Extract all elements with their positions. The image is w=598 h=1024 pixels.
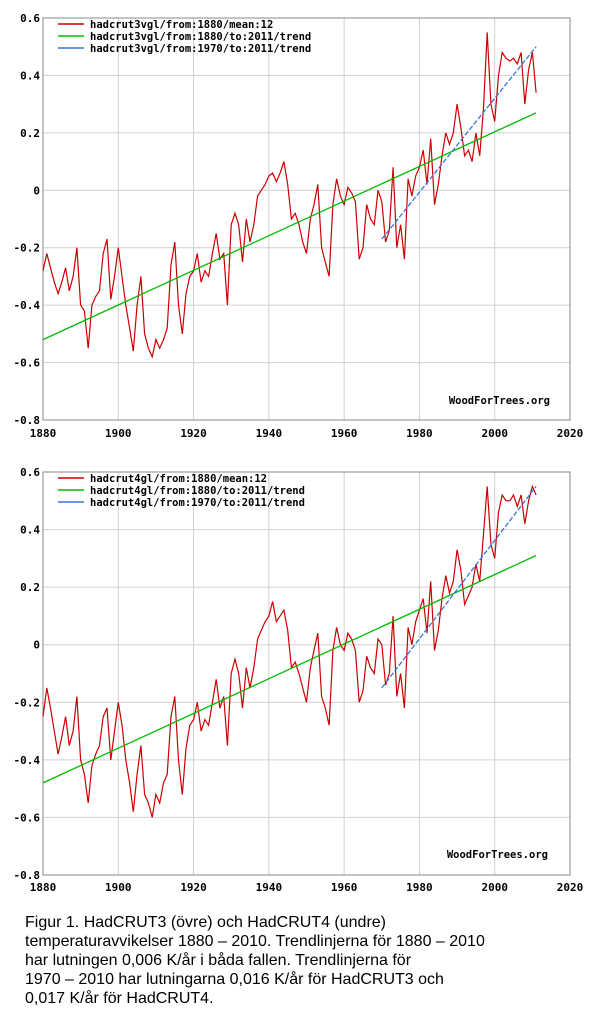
caption-line-3: har lutningen 0,006 K/år i båda fallen. … bbox=[25, 952, 412, 969]
y-tick-label: -0.6 bbox=[14, 357, 41, 370]
series-line-0 bbox=[42, 484, 537, 818]
series-line-1 bbox=[42, 112, 537, 341]
legend-label: hadcrut3vgl/from:1880/to:2011/trend bbox=[90, 31, 311, 43]
x-tick-label: 1960 bbox=[331, 881, 358, 894]
x-tick-label: 2020 bbox=[557, 427, 584, 440]
x-tick-label: 1900 bbox=[105, 881, 132, 894]
grid bbox=[42, 471, 571, 876]
legend-label: hadcrut3vgl/from:1970/to:2011/trend bbox=[90, 43, 311, 55]
series-line-2 bbox=[381, 46, 537, 240]
x-tick-label: 1940 bbox=[256, 427, 283, 440]
y-tick-label: 0.4 bbox=[20, 69, 40, 82]
series-line-1 bbox=[42, 554, 537, 784]
legend-label: hadcrut4gl/from:1970/to:2011/trend bbox=[90, 497, 305, 509]
y-tick-label: -0.2 bbox=[14, 696, 41, 709]
legend-label: hadcrut3vgl/from:1880/mean:12 bbox=[90, 19, 273, 31]
y-tick-label: 0 bbox=[33, 184, 40, 197]
y-tick-label: -0.4 bbox=[14, 299, 41, 312]
hadcrut3-chart-panel: 0.6 0.4 0.2 0 -0.2 -0.4 -0.6 -0.8 1880 1900 1920 19… bbox=[0, 0, 598, 450]
y-tick-label: -0.8 bbox=[14, 869, 41, 882]
series-line-0 bbox=[42, 32, 537, 359]
legend-label: hadcrut4gl/from:1880/mean:12 bbox=[90, 473, 267, 485]
x-tick-label: 1980 bbox=[406, 881, 433, 894]
x-tick-label: 2000 bbox=[481, 427, 508, 440]
y-tick-label: -0.8 bbox=[14, 414, 41, 427]
x-tick-label: 1940 bbox=[256, 881, 283, 894]
watermark: WoodForTrees.org bbox=[447, 849, 548, 861]
y-tick-label: 0.2 bbox=[20, 127, 40, 140]
y-tick-label: -0.2 bbox=[14, 242, 41, 255]
y-tick-label: 0 bbox=[33, 639, 40, 652]
y-tick-label: 0.6 bbox=[20, 466, 40, 479]
y-tick-label: 0.4 bbox=[20, 524, 40, 537]
x-tick-label: 2000 bbox=[481, 881, 508, 894]
x-tick-label: 1900 bbox=[105, 427, 132, 440]
caption-line-5: 0,017 K/år för HadCRUT4. bbox=[25, 990, 214, 1007]
caption-line-4: 1970 – 2010 har lutningarna 0,016 K/år f… bbox=[25, 971, 444, 988]
hadcrut4-chart-panel: 0.6 0.4 0.2 0 -0.2 -0.4 -0.6 -0.8 1880 1900 1920 19… bbox=[0, 455, 598, 905]
y-tick-label: -0.4 bbox=[14, 754, 41, 767]
x-tick-label: 1980 bbox=[406, 427, 433, 440]
plot-frame bbox=[42, 17, 571, 421]
x-tick-label: 1920 bbox=[180, 881, 207, 894]
x-tick-label: 1880 bbox=[30, 881, 57, 894]
x-tick-label: 1920 bbox=[180, 427, 207, 440]
caption-line-1: Figur 1. HadCRUT3 (övre) och HadCRUT4 (u… bbox=[25, 914, 386, 931]
y-tick-label: 0.2 bbox=[20, 581, 40, 594]
y-tick-label: 0.6 bbox=[20, 12, 40, 25]
y-tick-label: -0.6 bbox=[14, 811, 41, 824]
caption-line-2: temperaturavvikelser 1880 – 2010. Trendl… bbox=[25, 933, 485, 950]
x-tick-label: 1880 bbox=[30, 427, 57, 440]
grid bbox=[42, 17, 571, 421]
x-tick-label: 1960 bbox=[331, 427, 358, 440]
figure-caption: Figur 1. HadCRUT3 (övre) och HadCRUT4 (u… bbox=[25, 913, 575, 1008]
plot-frame bbox=[42, 471, 571, 876]
x-tick-label: 2020 bbox=[557, 881, 584, 894]
legend-label: hadcrut4gl/from:1880/to:2011/trend bbox=[90, 485, 305, 497]
watermark: WoodForTrees.org bbox=[449, 395, 550, 407]
series-line-2 bbox=[381, 486, 537, 689]
